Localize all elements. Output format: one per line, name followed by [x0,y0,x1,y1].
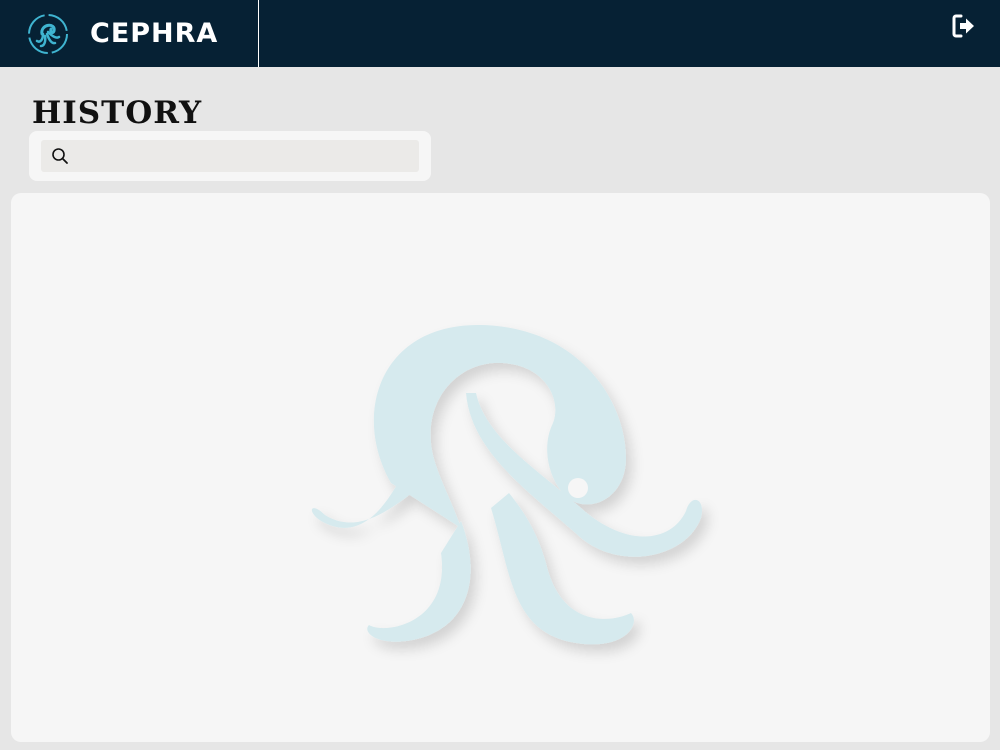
brand[interactable]: CEPHRA [0,0,259,67]
octopus-logo-icon [28,14,68,54]
app-name: CEPHRA [90,18,219,49]
history-panel [11,193,990,742]
search-box[interactable] [41,140,419,172]
page-title: HISTORY [32,95,203,131]
search-icon [52,148,68,164]
octopus-watermark-icon [311,324,703,645]
sign-out-icon[interactable] [950,12,978,40]
search-bar [29,131,431,181]
search-input[interactable] [79,140,415,172]
top-bar: CEPHRA [0,0,1000,67]
